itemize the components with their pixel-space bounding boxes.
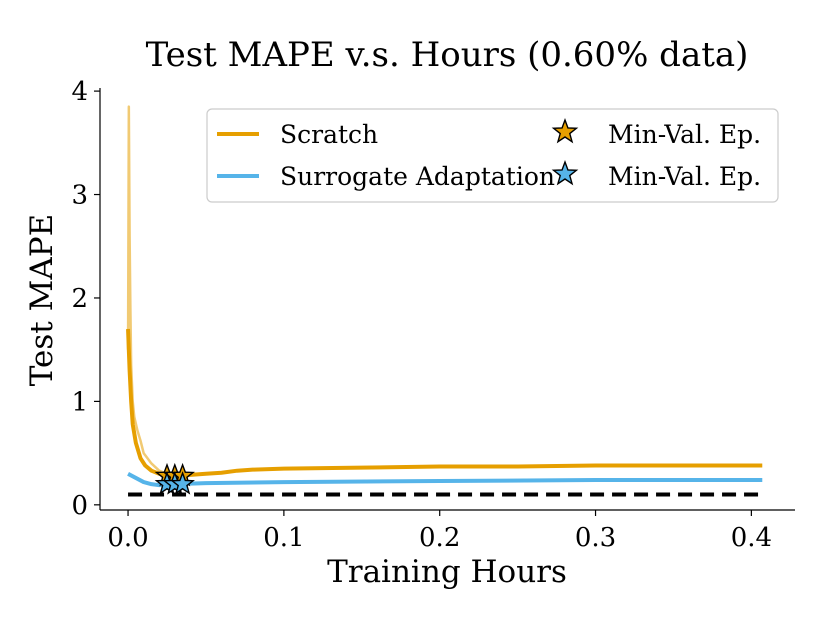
chart-title: Test MAPE v.s. Hours (0.60% data) bbox=[146, 35, 749, 75]
x-tick-label: 0.3 bbox=[575, 523, 616, 553]
y-tick-label: 4 bbox=[71, 77, 88, 107]
y-tick-label: 3 bbox=[71, 181, 88, 211]
legend: Scratch Min-Val. Ep. Surrogate Adaptation M… bbox=[206, 108, 779, 203]
x-tick-label: 0.2 bbox=[419, 523, 460, 553]
legend-box bbox=[206, 108, 779, 203]
marker-layer bbox=[154, 462, 195, 495]
legend-star-swatch bbox=[551, 117, 579, 144]
y-tick-label: 2 bbox=[71, 284, 88, 314]
legend-label: Min-Val. Ep. bbox=[608, 120, 761, 149]
legend-label: Scratch bbox=[280, 120, 378, 149]
legend-label: Min-Val. Ep. bbox=[608, 162, 761, 191]
y-axis-label: Test MAPE bbox=[24, 214, 60, 386]
y-tick-label: 1 bbox=[71, 387, 88, 417]
y-tick-label: 0 bbox=[71, 491, 88, 521]
min-val-star-marker bbox=[170, 471, 195, 495]
x-tick-label: 0.0 bbox=[107, 523, 148, 553]
x-tick-label: 0.1 bbox=[263, 523, 304, 553]
x-axis-label: Training Hours bbox=[327, 554, 567, 590]
x-tick-label: 0.4 bbox=[731, 523, 772, 553]
x-ticks: 0.0 0.1 0.2 0.3 0.4 bbox=[107, 510, 772, 553]
series-scratch-line bbox=[126, 328, 763, 477]
legend-entries: Scratch Min-Val. Ep. Surrogate Adaptation M… bbox=[217, 117, 761, 191]
legend-label: Surrogate Adaptation bbox=[280, 162, 555, 191]
series-scratch-raw-line bbox=[126, 105, 175, 477]
series-surrogate-line bbox=[127, 472, 763, 488]
plot-area: 0.0 0.1 0.2 0.3 0.4 0 1 2 3 4 bbox=[71, 77, 795, 553]
y-ticks: 0 1 2 3 4 bbox=[71, 77, 100, 521]
legend-star-swatch bbox=[551, 159, 579, 186]
